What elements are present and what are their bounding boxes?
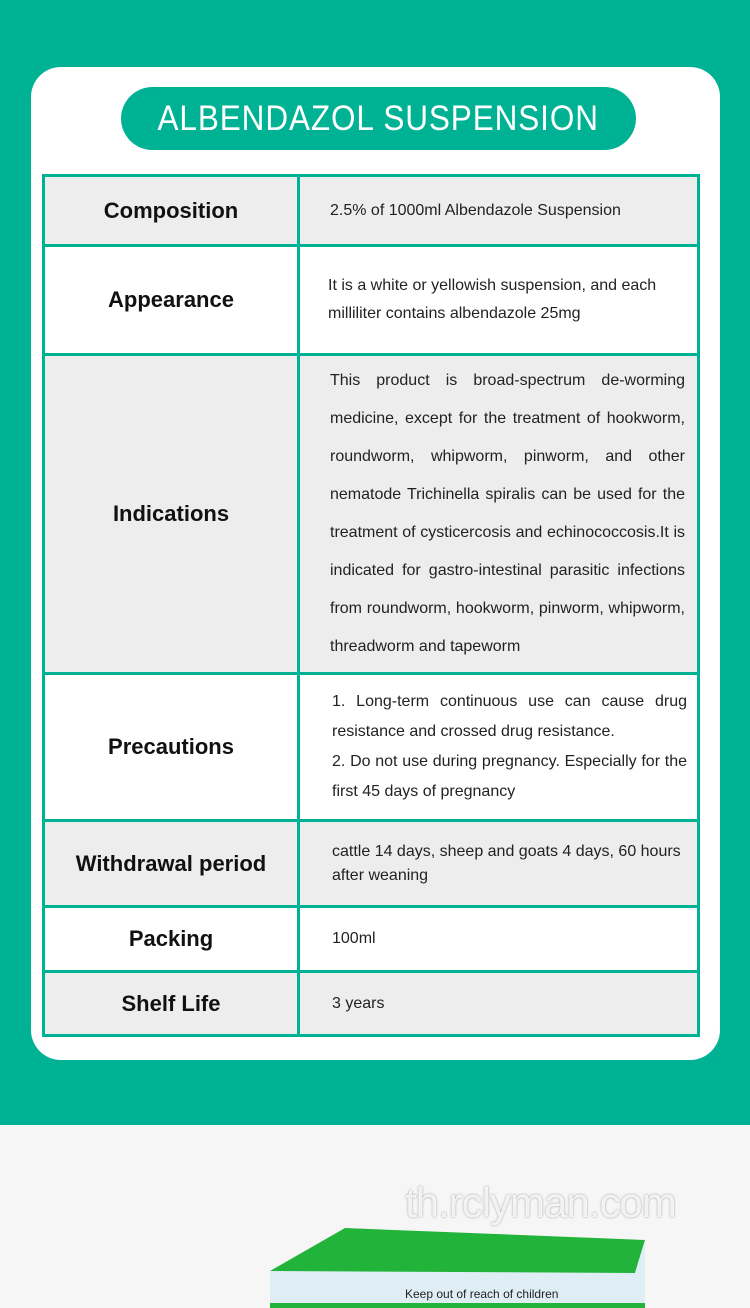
page-title: ALBENDAZOL SUSPENSION (121, 87, 636, 150)
row-label: Packing (42, 905, 300, 973)
table-row: Shelf Life 3 years (42, 970, 700, 1037)
row-label: Appearance (42, 244, 300, 356)
row-value: 3 years (297, 970, 700, 1037)
precaution-1: 1. Long-term continuous use can cause dr… (332, 693, 687, 740)
row-value: This product is broad-spectrum de-wormin… (297, 353, 700, 675)
row-label: Shelf Life (42, 970, 300, 1037)
table-row: Withdrawal period cattle 14 days, sheep … (42, 819, 700, 908)
box-text: Keep out of reach of children (405, 1287, 558, 1301)
row-value: cattle 14 days, sheep and goats 4 days, … (297, 819, 700, 908)
row-value: 1. Long-term continuous use can cause dr… (297, 672, 700, 822)
row-value: 2.5% of 1000ml Albendazole Suspension (297, 174, 700, 247)
row-value: It is a white or yellowish suspension, a… (297, 244, 700, 356)
product-box-image: Keep out of reach of children (270, 1228, 645, 1308)
row-label: Indications (42, 353, 300, 675)
spec-table: Composition 2.5% of 1000ml Albendazole S… (42, 174, 700, 1037)
row-label: Precautions (42, 672, 300, 822)
table-row: Composition 2.5% of 1000ml Albendazole S… (42, 174, 700, 247)
row-label: Withdrawal period (42, 819, 300, 908)
title-text: ALBENDAZOL SUSPENSION (157, 98, 600, 138)
watermark: th.rclyman.com (405, 1179, 677, 1226)
precaution-2: 2. Do not use during pregnancy. Especial… (332, 753, 687, 800)
table-row: Indications This product is broad-spectr… (42, 353, 700, 675)
table-row: Appearance It is a white or yellowish su… (42, 244, 700, 356)
row-label: Composition (42, 174, 300, 247)
table-row: Precautions 1. Long-term continuous use … (42, 672, 700, 822)
table-row: Packing 100ml (42, 905, 700, 973)
row-value: 100ml (297, 905, 700, 973)
